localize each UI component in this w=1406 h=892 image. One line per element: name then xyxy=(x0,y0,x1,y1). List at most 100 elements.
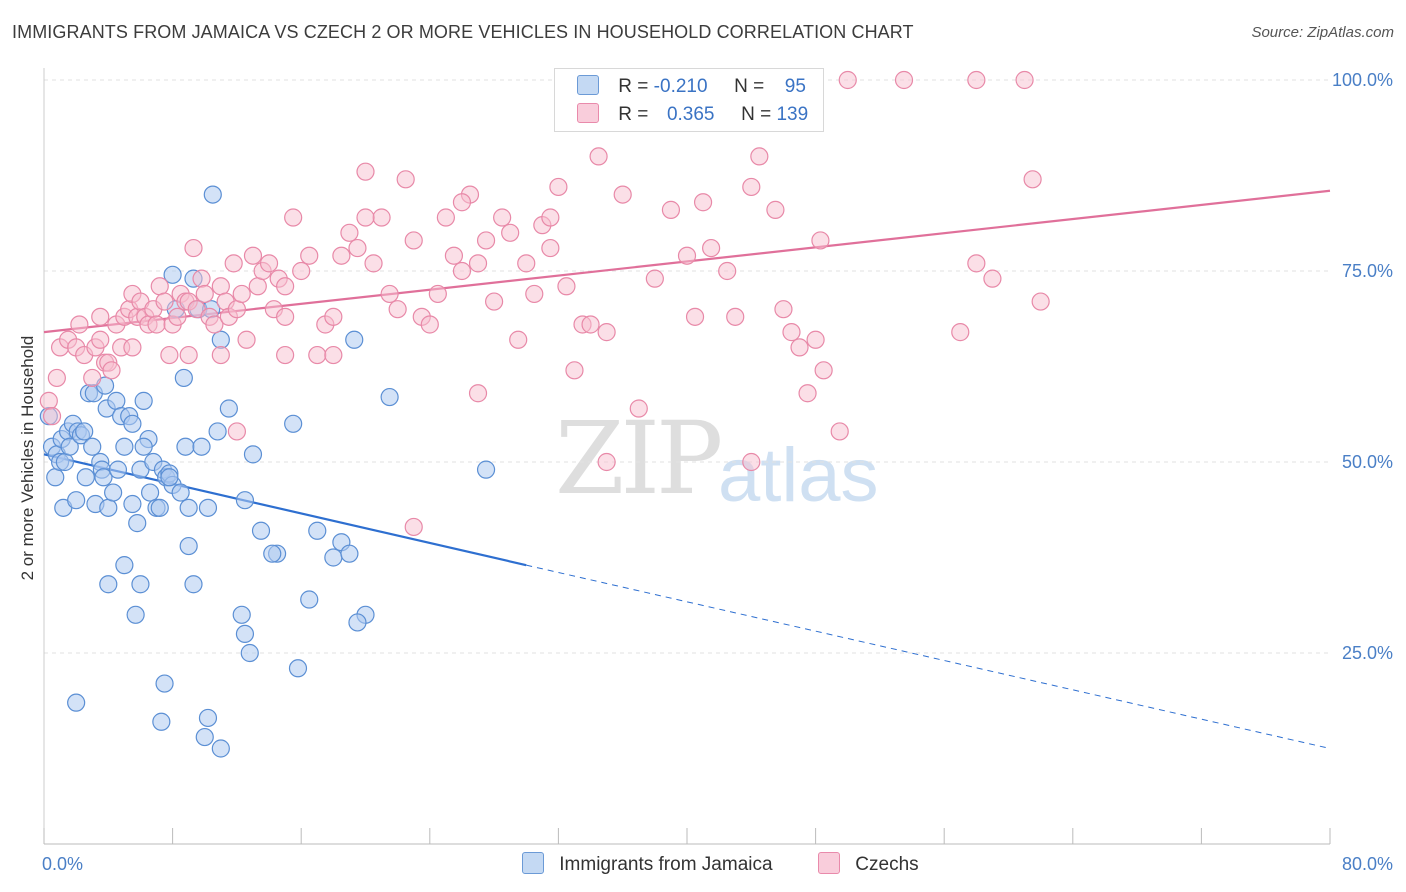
czech-point xyxy=(436,208,455,227)
grid-lines xyxy=(44,79,1330,654)
jamaica-trend-extension xyxy=(526,564,1331,749)
czech-point xyxy=(211,277,230,296)
czech-point xyxy=(774,300,793,319)
jamaica-point xyxy=(380,387,399,407)
czech-point xyxy=(468,254,488,273)
czech-point xyxy=(830,422,849,441)
czech-point xyxy=(248,277,267,296)
legend-n-label: N = xyxy=(741,104,772,125)
legend-n-value: 139 xyxy=(776,104,809,125)
czech-point xyxy=(211,345,230,365)
czech-point xyxy=(493,208,512,227)
jamaica-point xyxy=(104,483,123,502)
watermark-atlas: atlas xyxy=(718,433,879,518)
czech-point xyxy=(232,284,251,304)
czech-point xyxy=(276,277,295,296)
czech-point xyxy=(372,208,391,227)
stats-legend: R = -0.210 N = 95 R = 0.365 N = 139 xyxy=(554,68,824,132)
jamaica-point xyxy=(198,708,218,728)
jamaica-point xyxy=(198,498,218,517)
jamaica-point xyxy=(208,422,227,441)
czech-point xyxy=(742,452,761,472)
jamaica-point xyxy=(123,414,142,433)
jamaica-point xyxy=(75,422,94,441)
czech-points xyxy=(39,70,1050,537)
czech-point xyxy=(798,384,817,403)
jamaica-point xyxy=(115,556,134,575)
czech-point xyxy=(91,307,110,326)
legend-r-label: R = xyxy=(618,76,649,97)
jamaica-point xyxy=(131,575,150,594)
y-axis-label: 2 or more Vehicles in Household xyxy=(18,336,37,581)
legend-n-label: N = xyxy=(734,76,765,97)
czech-point xyxy=(613,185,632,204)
jamaica-point xyxy=(203,185,222,204)
jamaica-point xyxy=(67,491,86,510)
jamaica-point xyxy=(235,624,255,644)
czech-point xyxy=(549,177,568,197)
czech-swatch xyxy=(577,103,599,123)
czech-point xyxy=(565,361,584,380)
czech-point xyxy=(276,345,295,365)
jamaica-point xyxy=(219,399,238,418)
czech-point xyxy=(102,361,121,380)
czech-legend-label: Czechs xyxy=(855,854,919,875)
czech-point xyxy=(428,284,447,304)
y-tick-label: 100.0% xyxy=(1332,70,1393,90)
czech-point xyxy=(1015,70,1034,90)
czech-point xyxy=(951,323,970,342)
czech-point xyxy=(452,261,472,281)
jamaica-point xyxy=(195,727,214,747)
czech-point xyxy=(557,277,576,296)
chart-title: IMMIGRANTS FROM JAMAICA VS CZECH 2 OR MO… xyxy=(12,22,914,42)
jamaica-point xyxy=(76,468,95,487)
bottom-legend-jamaica: Immigrants from Jamaica xyxy=(522,852,773,876)
czech-point xyxy=(259,254,279,273)
czech-point xyxy=(237,330,256,349)
czech-point xyxy=(509,330,528,349)
czech-point xyxy=(517,254,536,273)
czech-point xyxy=(243,246,263,265)
czech-point xyxy=(70,315,89,334)
jamaica-point xyxy=(345,330,364,349)
jamaica-point xyxy=(300,590,319,609)
jamaica-point xyxy=(123,494,142,514)
czech-point xyxy=(404,231,423,250)
czech-point xyxy=(485,292,504,311)
czech-point xyxy=(195,284,214,304)
watermark-zip: ZIP xyxy=(555,400,723,517)
czech-point xyxy=(147,315,166,334)
jamaica-point xyxy=(128,514,147,533)
legend-r-label: R = xyxy=(618,104,649,125)
czech-point xyxy=(292,261,311,281)
jamaica-point xyxy=(476,460,496,479)
czech-point xyxy=(388,300,407,319)
czech-point xyxy=(300,246,319,265)
jamaica-point xyxy=(126,605,145,624)
czech-point xyxy=(525,284,544,304)
czech-point xyxy=(750,147,769,166)
czech-point xyxy=(179,345,198,365)
czech-point xyxy=(39,391,58,410)
czech-point xyxy=(348,238,367,258)
jamaica-legend-label: Immigrants from Jamaica xyxy=(559,854,773,875)
y-tick-label: 50.0% xyxy=(1342,452,1393,472)
czech-point xyxy=(224,254,243,273)
jamaica-point xyxy=(55,452,74,472)
tick-labels: 25.0% 50.0% 75.0% 100.0% 0.0% 80.0% xyxy=(42,70,1393,874)
jamaica-point xyxy=(94,468,113,487)
jamaica-point xyxy=(243,445,263,464)
legend-r-value: -0.210 xyxy=(653,76,708,97)
czech-point xyxy=(396,170,415,189)
czech-point xyxy=(967,254,986,273)
jamaica-point xyxy=(160,468,179,487)
jamaica-legend-swatch xyxy=(522,852,544,874)
czech-point xyxy=(702,238,721,258)
czech-point xyxy=(276,307,295,326)
czech-point xyxy=(380,284,399,304)
jamaica-point xyxy=(179,498,198,517)
jamaica-point xyxy=(348,613,367,632)
czech-point xyxy=(685,307,705,326)
czech-point xyxy=(661,200,681,219)
czech-point xyxy=(476,231,496,250)
